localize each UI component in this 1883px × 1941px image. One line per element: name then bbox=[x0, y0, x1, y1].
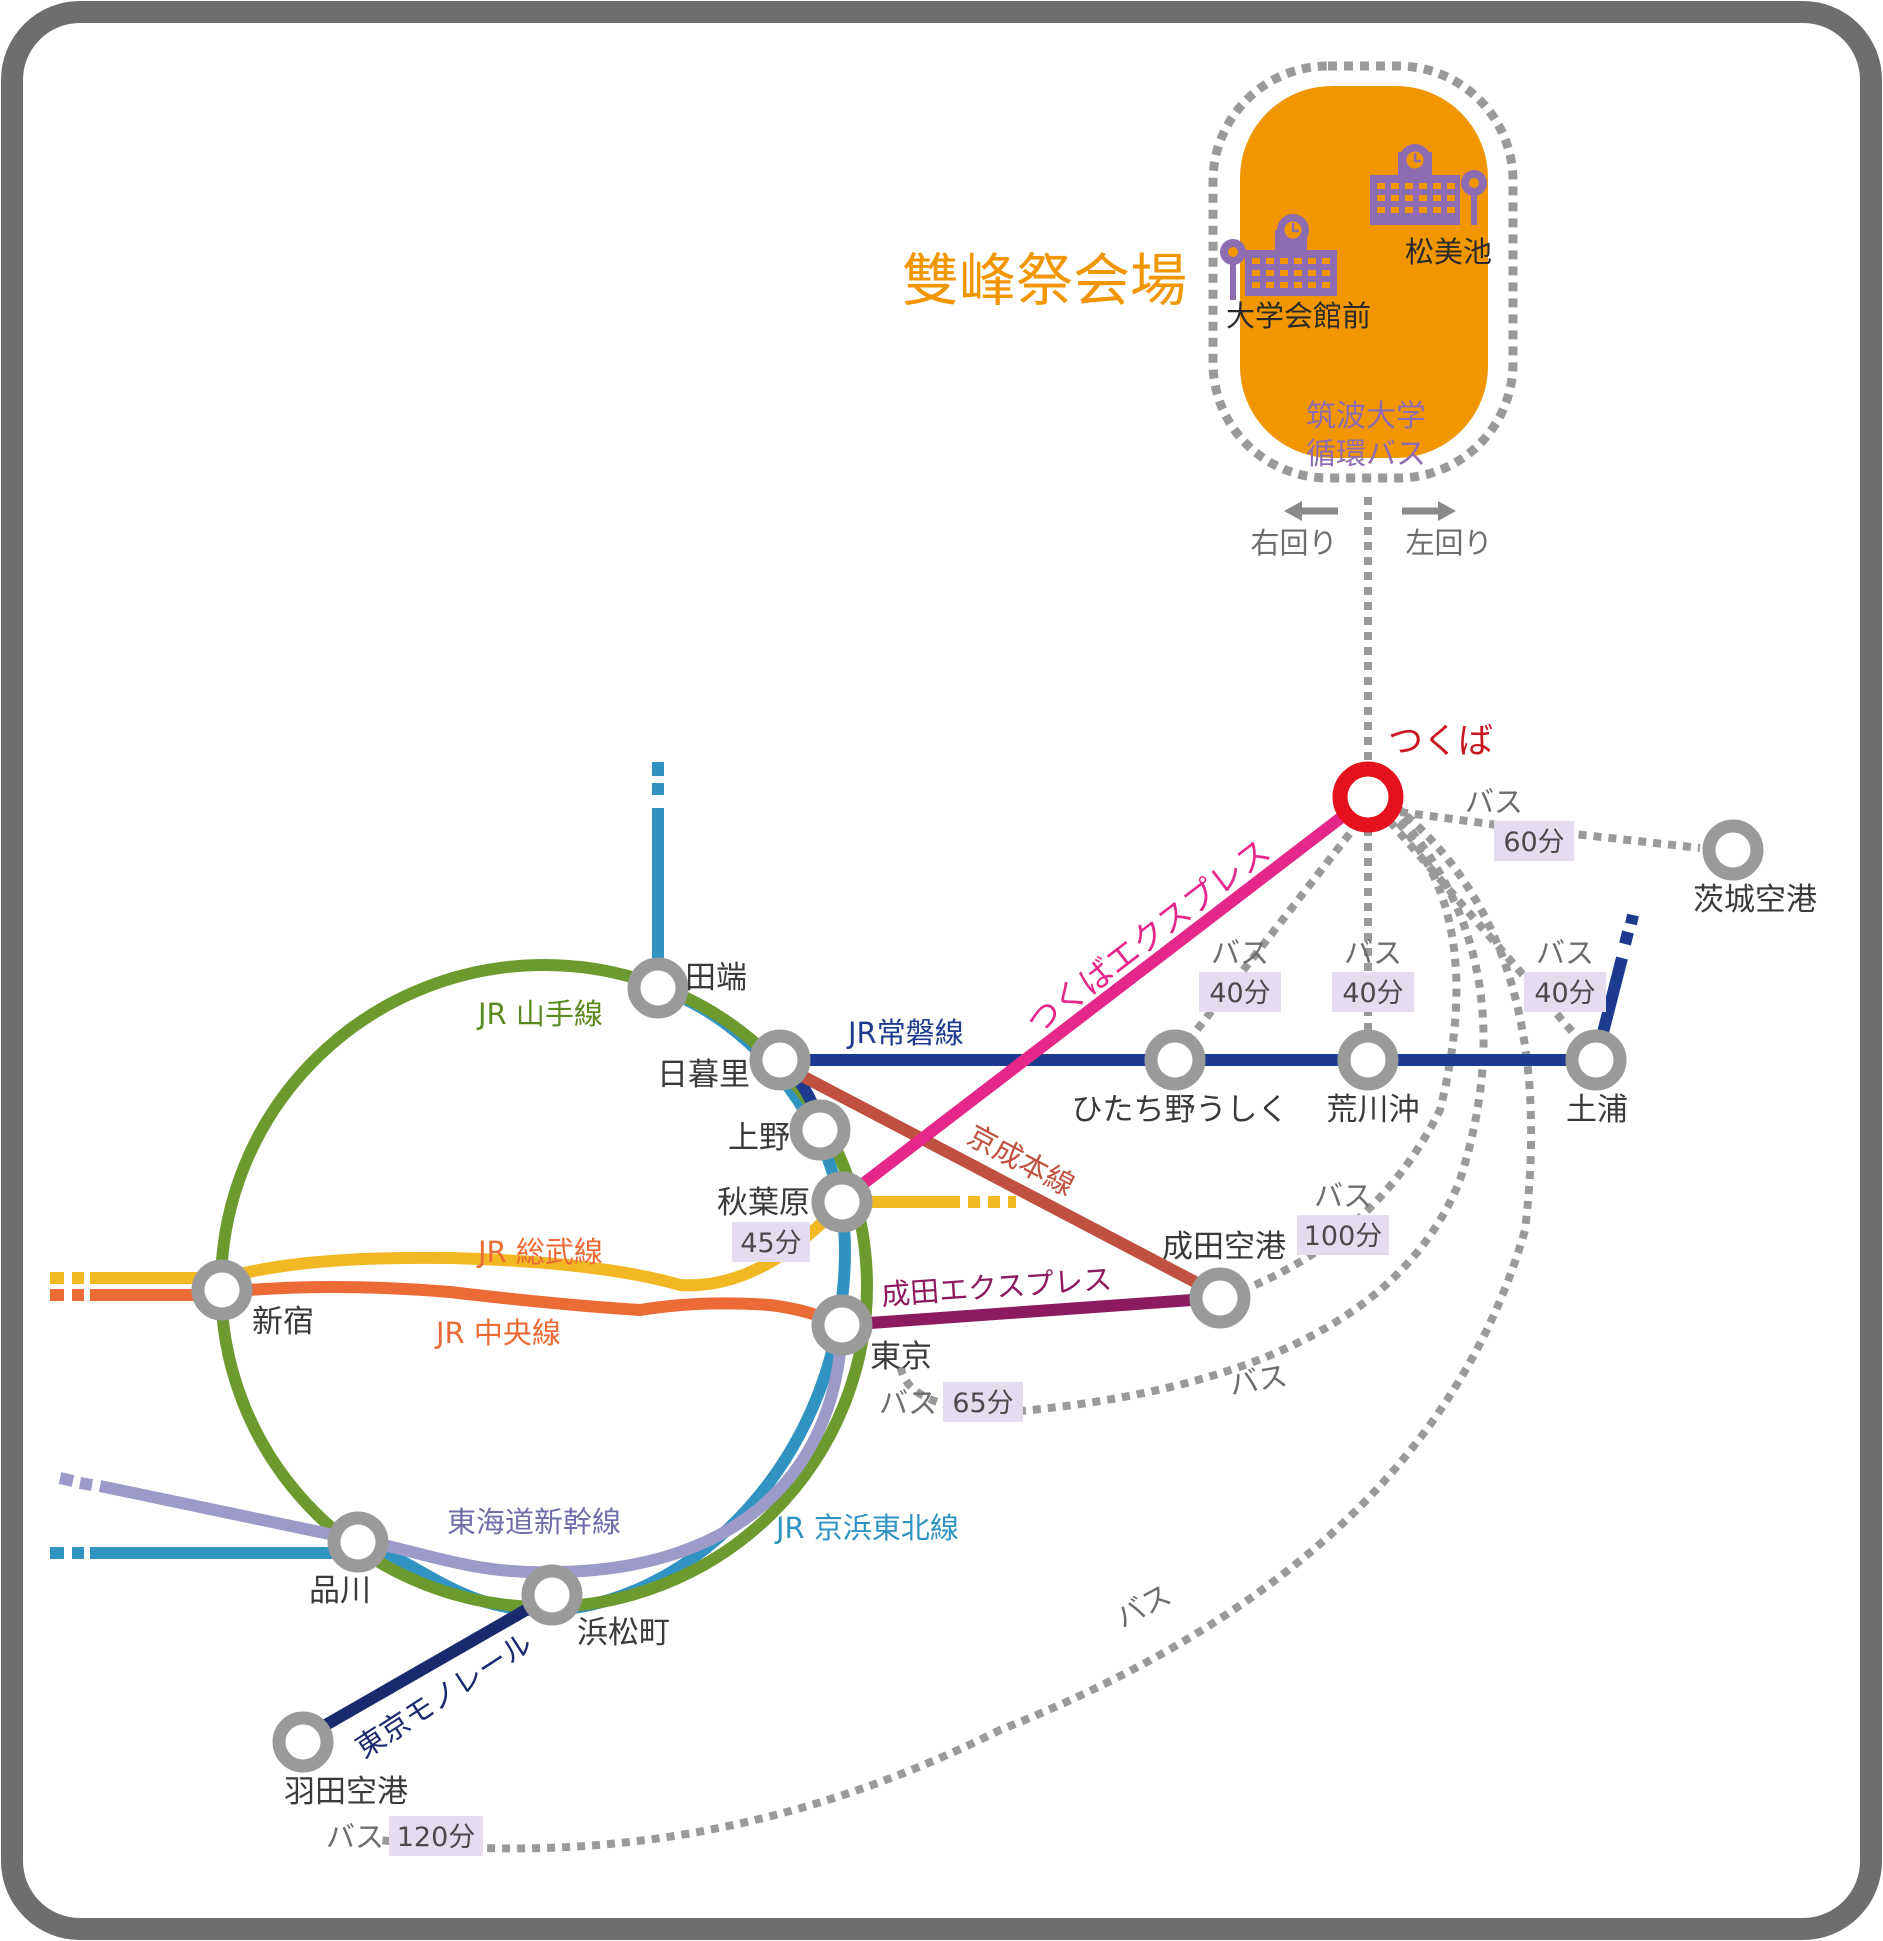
line-label-chuo: JR 中央線 bbox=[434, 1316, 561, 1350]
station-nippori[interactable] bbox=[749, 1029, 811, 1091]
station-tokyo[interactable] bbox=[811, 1294, 873, 1356]
bus-time-badge bbox=[1297, 1215, 1389, 1255]
bus-stop-icon bbox=[1461, 170, 1487, 225]
bus-info-haneda: バス 120分 bbox=[326, 1816, 483, 1856]
campus-bus-line-label: 循環バス bbox=[1306, 437, 1426, 472]
campus-stop-daigakukaikan: 大学会館前 bbox=[1226, 299, 1371, 333]
station-ueno[interactable] bbox=[789, 1099, 851, 1161]
line-keisei bbox=[782, 1061, 1223, 1301]
bus-stop-icon bbox=[1220, 239, 1246, 300]
bus-time: 60分 bbox=[1503, 827, 1564, 858]
bus-time: 65分 bbox=[952, 1388, 1013, 1419]
direction-left-label: 左回り bbox=[1405, 526, 1492, 560]
campus-bus-line-label: 筑波大学 bbox=[1306, 399, 1426, 434]
bus-info-tsuchiura: バス 40分 bbox=[1524, 936, 1606, 1012]
station-narita-airport[interactable] bbox=[1189, 1267, 1251, 1329]
bus-time: 100分 bbox=[1304, 1221, 1383, 1252]
campus-window-grid bbox=[1252, 258, 1330, 288]
bus-time-badge bbox=[943, 1382, 1023, 1422]
station-tsuchiura[interactable] bbox=[1565, 1029, 1627, 1091]
bus-time: 120分 bbox=[397, 1822, 476, 1853]
line-monorail bbox=[300, 1589, 555, 1744]
bus-time: 40分 bbox=[1342, 978, 1403, 1009]
station-name-haneda-airport: 羽田空港 bbox=[284, 1774, 408, 1810]
station-tsukuba[interactable] bbox=[1332, 761, 1404, 833]
line-tsukuba-express bbox=[838, 792, 1372, 1205]
station-name-akihabara: 秋葉原 bbox=[717, 1185, 810, 1221]
station-name-nippori: 日暮里 bbox=[657, 1057, 750, 1093]
bus-route-tsuchiura bbox=[1376, 807, 1599, 1061]
line-label-sobu: JR 総武線 bbox=[476, 1235, 603, 1269]
station-name-tokyo: 東京 bbox=[870, 1339, 932, 1375]
bus-time-badge bbox=[389, 1816, 483, 1856]
bus-label: バス bbox=[879, 1386, 937, 1420]
bus-info-ibaraki: バス 60分 bbox=[1465, 785, 1574, 861]
bus-label: バス bbox=[1465, 785, 1523, 819]
station-name-arakawaoki: 荒川沖 bbox=[1327, 1092, 1420, 1128]
bus-route-narita-airport bbox=[1253, 809, 1461, 1289]
bus-time: 40分 bbox=[1209, 978, 1270, 1009]
station-name-shinagawa: 品川 bbox=[309, 1573, 371, 1609]
venue-title: 雙峰祭会場 bbox=[902, 248, 1187, 314]
station-name-ueno: 上野 bbox=[728, 1120, 790, 1156]
bus-time-badge bbox=[1494, 821, 1574, 861]
bus-label: バス bbox=[1536, 936, 1594, 970]
line-label-joban: JR常磐線 bbox=[846, 1016, 964, 1050]
station-tabata[interactable] bbox=[627, 957, 689, 1019]
bus-time-badge bbox=[1199, 972, 1281, 1012]
bus-time: 40分 bbox=[1534, 978, 1595, 1009]
bus-label: バス bbox=[326, 1820, 384, 1854]
campus-area: 大学会館前 松美池 筑波大学 循環バス bbox=[1208, 61, 1518, 483]
station-name-shinjuku: 新宿 bbox=[252, 1304, 314, 1340]
station-hitachino-ushiku[interactable] bbox=[1144, 1029, 1206, 1091]
station-name-ibaraki-airport: 茨城空港 bbox=[1693, 882, 1817, 918]
bus-info-akihabara: 45分 bbox=[732, 1222, 810, 1262]
station-akihabara[interactable] bbox=[811, 1171, 873, 1233]
station-hamamatsucho[interactable] bbox=[521, 1564, 583, 1626]
campus-window-grid bbox=[1377, 183, 1455, 213]
station-name-tabata: 田端 bbox=[685, 960, 747, 996]
bus-time-badge bbox=[732, 1222, 810, 1262]
station-shinagawa[interactable] bbox=[327, 1511, 389, 1573]
bus-time-badge bbox=[1332, 972, 1414, 1012]
station-name-tsuchiura: 土浦 bbox=[1566, 1092, 1628, 1128]
bus-info-narita: バス 100分 bbox=[1297, 1179, 1389, 1255]
bus-route-hitachino-ushiku bbox=[1171, 807, 1372, 1061]
station-name-tsukuba: つくば bbox=[1388, 722, 1493, 762]
line-narita-express bbox=[841, 1292, 1221, 1331]
direction-arrows bbox=[1284, 501, 1456, 521]
bus-info-tokyo: バス 65分 bbox=[879, 1382, 1023, 1422]
line-tokaido-shinkansen bbox=[58, 1319, 848, 1579]
bus-time: 45分 bbox=[740, 1228, 801, 1259]
station-ibaraki-airport[interactable] bbox=[1702, 819, 1764, 881]
line-label-keihin-tohoku: JR 京浜東北線 bbox=[774, 1511, 959, 1545]
direction-right-label: 右回り bbox=[1250, 526, 1337, 560]
station-haneda-airport[interactable] bbox=[272, 1711, 334, 1773]
bus-label: バス bbox=[1314, 1179, 1372, 1213]
bus-info-hitachino: バス 40分 bbox=[1199, 936, 1281, 1012]
station-name-hamamatsucho: 浜松町 bbox=[577, 1615, 670, 1651]
bus-time-badge bbox=[1524, 972, 1606, 1012]
bus-info-arakawaoki: バス 40分 bbox=[1332, 936, 1414, 1012]
station-name-narita-airport: 成田空港 bbox=[1162, 1229, 1286, 1265]
line-label-tokaido-shinkansen: 東海道新幹線 bbox=[447, 1505, 621, 1539]
line-label-yamanote: JR 山手線 bbox=[476, 997, 603, 1031]
bus-label: バス bbox=[1344, 936, 1402, 970]
bus-label: バス bbox=[1211, 936, 1269, 970]
campus-stop-shobiike: 松美池 bbox=[1405, 235, 1492, 269]
campus-bus-loop bbox=[1208, 61, 1518, 483]
station-shinjuku[interactable] bbox=[191, 1259, 253, 1321]
station-arakawaoki[interactable] bbox=[1337, 1029, 1399, 1091]
station-name-hitachino-ushiku: ひたち野うしく bbox=[1072, 1092, 1289, 1128]
